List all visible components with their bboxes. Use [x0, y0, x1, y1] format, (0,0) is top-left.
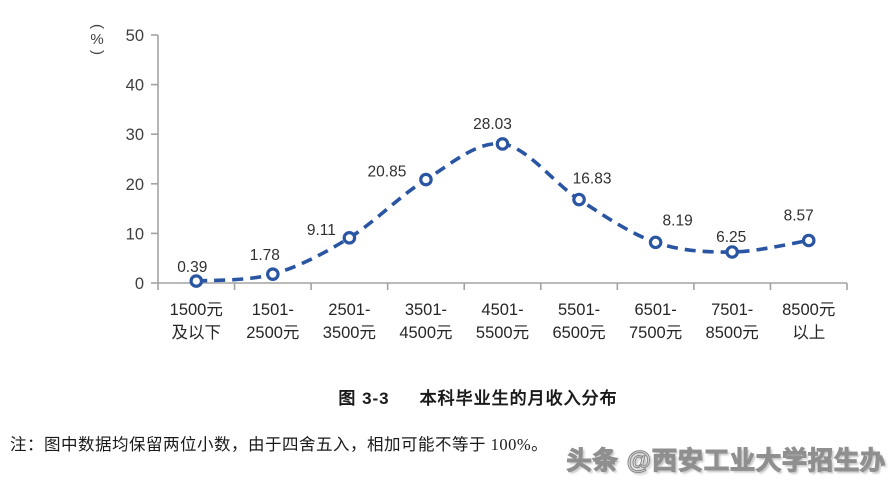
paren-open: ( [88, 24, 106, 29]
y-tick-label: 30 [126, 126, 144, 144]
data-point-marker [266, 267, 280, 281]
data-point-label: 1.78 [250, 247, 280, 264]
x-category-label: 6501-7500元 [629, 301, 682, 342]
data-point-marker [725, 245, 739, 259]
data-point-marker [801, 233, 816, 248]
data-point-marker [648, 235, 663, 250]
paren-close: ) [88, 50, 106, 55]
figure-caption: 图 3-3 本科毕业生的月收入分布 [0, 384, 892, 409]
axes [151, 34, 848, 290]
data-point-label: 20.85 [368, 164, 407, 181]
series-line [196, 141, 809, 283]
figure-note: 注：图中数据均保留两位小数，由于四舍五入，相加可能不等于 100%。 [10, 435, 549, 454]
figure-caption-title: 本科毕业生的月收入分布 [419, 389, 618, 408]
data-point-marker [189, 274, 204, 288]
data-point-label: 0.39 [177, 259, 207, 276]
x-category-label: 1500元及以下 [170, 301, 223, 342]
y-tick-label: 20 [126, 176, 144, 194]
x-category-label: 4501-5500元 [476, 301, 529, 342]
data-point-marker [419, 172, 433, 187]
y-tick-label: 10 [126, 225, 144, 243]
x-category-label: 7501-8500元 [706, 301, 759, 342]
x-category-label: 5501-6500元 [552, 301, 605, 342]
y-tick-label: 50 [126, 27, 144, 45]
data-point-label: 28.03 [473, 116, 512, 133]
data-point-labels: 0.39 1.78 9.11 20.85 28.03 16.83 8.19 6.25 8.57 [177, 116, 814, 276]
data-point-label: 16.83 [573, 171, 612, 188]
x-category-label: 3501-4500元 [399, 301, 452, 342]
y-axis-labels: 0 10 20 30 40 50 [126, 27, 144, 293]
figure-caption-number: 图 3-3 [338, 389, 390, 408]
x-category-label: 2501-3500元 [323, 301, 376, 342]
y-axis-unit-label: ( % ) [84, 20, 110, 59]
data-point-marker [342, 231, 357, 245]
data-point-label: 6.25 [716, 229, 746, 246]
watermark-text: 头条 @西安工业大学招生办 [566, 446, 886, 475]
x-category-label: 1501-2500元 [246, 301, 299, 342]
income-distribution-chart: 0 10 20 30 40 50 1500元及以下 1501-2500元 2501-3500元 3… [126, 27, 848, 342]
line-chart-svg: 0 10 20 30 40 50 1500元及以下 1501-2500元 2501-3500元 3… [126, 27, 848, 342]
data-point-marker [495, 137, 510, 151]
y-tick-label: 40 [126, 77, 144, 95]
x-axis-labels: 1500元及以下 1501-2500元 2501-3500元 3501-4500元 45… [170, 301, 836, 342]
percent-sign: % [90, 31, 104, 48]
data-point-label: 8.19 [663, 212, 693, 229]
data-point-marker [572, 192, 586, 207]
x-category-label: 8500元以上 [782, 301, 835, 342]
y-tick-label: 0 [135, 275, 144, 293]
data-point-markers [189, 137, 816, 288]
data-point-label: 9.11 [307, 222, 336, 239]
data-point-label: 8.57 [784, 207, 814, 224]
